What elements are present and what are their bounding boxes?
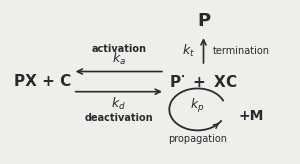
Text: termination: termination	[212, 46, 269, 56]
Text: $k_t$: $k_t$	[182, 42, 195, 59]
Text: $k_d$: $k_d$	[111, 96, 126, 112]
Text: deactivation: deactivation	[85, 113, 153, 123]
Text: P: P	[197, 12, 210, 30]
Text: propagation: propagation	[168, 134, 227, 144]
Text: activation: activation	[91, 44, 146, 54]
Text: $\mathbf{P^{\bullet}}$$\mathbf{\ +\ XC}$: $\mathbf{P^{\bullet}}$$\mathbf{\ +\ XC}$	[169, 74, 238, 90]
Text: $k_p$: $k_p$	[190, 97, 205, 115]
Text: PX + C: PX + C	[14, 74, 72, 90]
Text: +M: +M	[238, 109, 264, 123]
Text: $k_a$: $k_a$	[112, 51, 126, 68]
